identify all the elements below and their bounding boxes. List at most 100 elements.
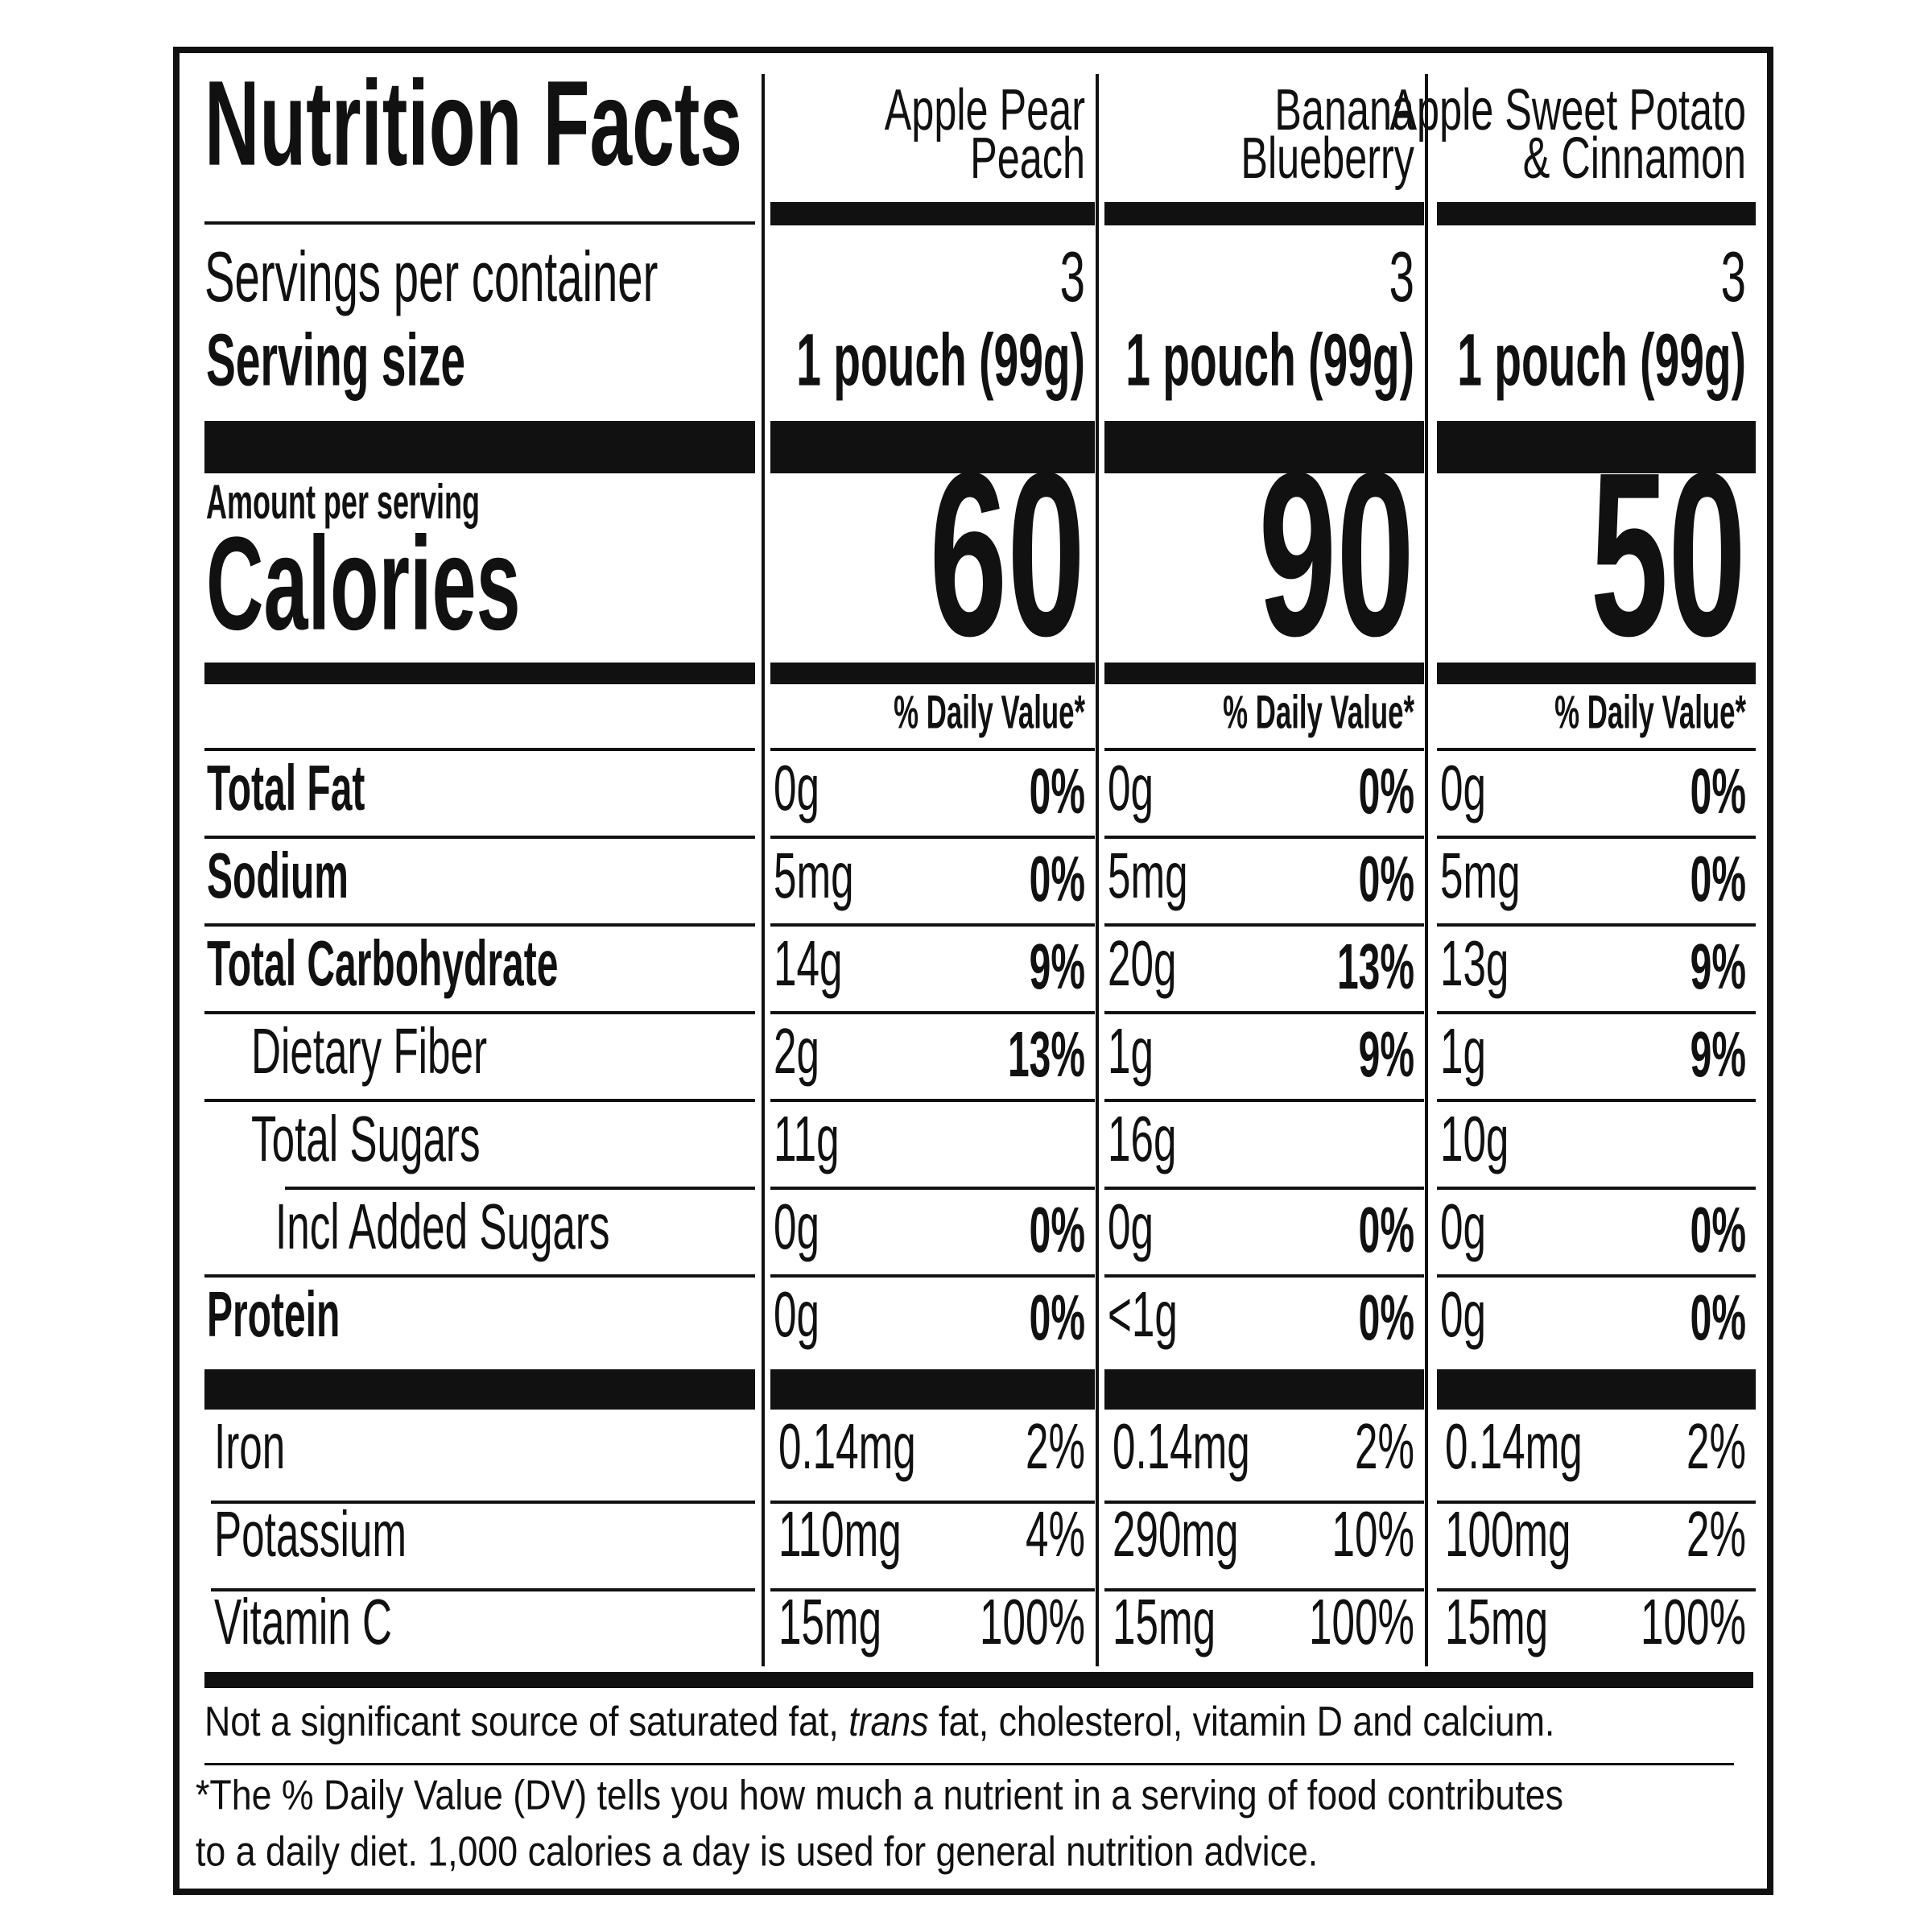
- amount-value: 5mg: [1108, 840, 1188, 912]
- dv-value: 0%: [1690, 754, 1746, 827]
- thick-bar: [1104, 421, 1424, 473]
- row-rule: [1104, 1099, 1424, 1102]
- row-rule: [770, 1099, 1095, 1102]
- mineral-amount: 110mg: [778, 1499, 902, 1571]
- mineral-amount: 15mg: [778, 1587, 881, 1658]
- mineral-name: Potassium: [214, 1499, 407, 1571]
- amount-value: 0g: [774, 1279, 819, 1351]
- serving-size-label: Serving size: [206, 319, 465, 402]
- thick-bar: [1104, 663, 1424, 684]
- calories-label: Calories: [206, 509, 521, 657]
- dv-note: *The % Daily Value (DV) tells you how mu…: [196, 1773, 1563, 1819]
- dv-value: 0%: [1690, 1193, 1746, 1265]
- serving-size-value: 1 pouch (99g): [796, 319, 1085, 402]
- row-rule: [1437, 836, 1756, 839]
- thick-bar: [204, 1369, 755, 1410]
- row-rule: [1104, 1588, 1424, 1591]
- nutrient-name: Protein: [207, 1278, 340, 1350]
- row-rule: [211, 1588, 755, 1591]
- amount-value: 2g: [774, 1016, 819, 1088]
- row-rule: [1104, 1011, 1424, 1014]
- amount-value: 5mg: [774, 840, 854, 912]
- dv-value: 0%: [1359, 1281, 1414, 1353]
- mineral-amount: 290mg: [1113, 1499, 1239, 1571]
- thick-bar: [1437, 663, 1756, 684]
- row-rule: [204, 1763, 1734, 1765]
- nutrient-name: Total Fat: [207, 751, 365, 824]
- mineral-dv: 100%: [980, 1587, 1085, 1658]
- calories-value: 60: [929, 424, 1085, 685]
- servings-label: Servings per container: [204, 237, 658, 316]
- amount-value: 16g: [1108, 1104, 1176, 1175]
- row-rule: [770, 923, 1095, 927]
- dv-header: % Daily Value*: [894, 687, 1085, 738]
- mineral-dv: 100%: [1641, 1587, 1746, 1658]
- mineral-dv: 2%: [1686, 1499, 1746, 1571]
- calories-value: 90: [1258, 424, 1414, 685]
- label-border: [173, 47, 1773, 1895]
- thick-bar: [1437, 1369, 1756, 1410]
- product-name: Blueberry: [1241, 126, 1414, 191]
- row-rule: [770, 1588, 1095, 1591]
- amount-value: 1g: [1108, 1016, 1154, 1088]
- servings-value: 3: [1389, 237, 1414, 316]
- row-rule: [1104, 748, 1424, 751]
- row-rule: [1437, 748, 1756, 751]
- row-rule: [770, 836, 1095, 839]
- thick-bar: [204, 421, 755, 473]
- row-rule: [1437, 923, 1756, 927]
- thick-bar: [770, 202, 1095, 225]
- product-name: Peach: [970, 126, 1085, 191]
- dv-value: 13%: [1008, 1018, 1085, 1090]
- amount-value: 0g: [1108, 753, 1154, 824]
- footnote-part: trans: [848, 1699, 928, 1745]
- row-rule: [1104, 923, 1424, 927]
- row-rule: [1437, 1274, 1756, 1278]
- dv-value: 0%: [1690, 1281, 1746, 1353]
- amount-value: 11g: [774, 1104, 840, 1175]
- serving-size-value: 1 pouch (99g): [1457, 319, 1746, 402]
- dv-value: 0%: [1359, 754, 1414, 827]
- calories-value: 50: [1590, 424, 1746, 685]
- footnote-part: fat, cholesterol, vitamin D and calcium.: [929, 1699, 1555, 1745]
- row-rule: [204, 836, 755, 839]
- product-name: Banana: [1274, 78, 1414, 142]
- footnote-part: Not a significant source of saturated fa…: [204, 1699, 848, 1745]
- row-rule: [1104, 836, 1424, 839]
- row-rule: [1437, 1187, 1756, 1190]
- dv-value: 13%: [1337, 930, 1414, 1002]
- mineral-amount: 15mg: [1113, 1587, 1216, 1658]
- dv-value: 9%: [1690, 930, 1746, 1002]
- row-rule: [770, 1501, 1095, 1504]
- dv-value: 0%: [1030, 842, 1085, 914]
- servings-value: 3: [1721, 237, 1746, 316]
- amount-value: 5mg: [1440, 840, 1521, 912]
- product-name: Apple Pear: [885, 78, 1085, 142]
- amount-value: 10g: [1440, 1104, 1509, 1175]
- amount-value: 20g: [1108, 928, 1176, 1000]
- row-rule: [1104, 1187, 1424, 1190]
- row-rule: [1104, 1274, 1424, 1278]
- mineral-amount: 0.14mg: [778, 1411, 916, 1483]
- row-rule: [1104, 1501, 1424, 1504]
- mineral-dv: 2%: [1026, 1411, 1085, 1483]
- amount-value: 13g: [1440, 928, 1509, 1000]
- mineral-amount: 100mg: [1445, 1499, 1571, 1571]
- row-rule: [1437, 1099, 1756, 1102]
- amount-value: 0g: [1440, 1191, 1486, 1263]
- title: Nutrition Facts: [204, 56, 742, 191]
- mineral-name: Vitamin C: [214, 1587, 392, 1658]
- dv-value: 9%: [1359, 1018, 1414, 1090]
- thick-bar: [1104, 1369, 1424, 1410]
- product-name: & Cinnamon: [1523, 126, 1746, 191]
- thick-bar: [1437, 202, 1756, 225]
- dv-value: 9%: [1690, 1018, 1746, 1090]
- row-rule: [770, 1187, 1095, 1190]
- mineral-dv: 2%: [1686, 1411, 1746, 1483]
- rule: [204, 221, 755, 225]
- serving-size-value: 1 pouch (99g): [1125, 319, 1414, 402]
- amount-value: 0g: [774, 753, 819, 824]
- thick-bar: [1437, 421, 1756, 473]
- thick-bar: [770, 1369, 1095, 1410]
